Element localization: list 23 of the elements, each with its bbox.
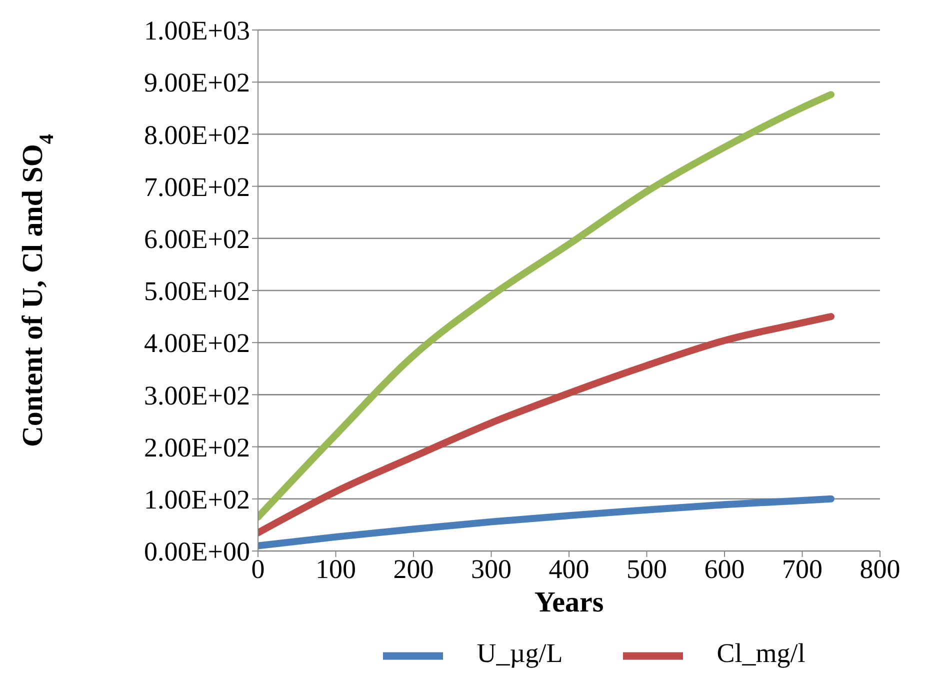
y-tick-label: 3.00E+02 <box>144 380 250 410</box>
x-tick-label: 100 <box>316 554 356 584</box>
x-tick-label: 300 <box>471 554 512 584</box>
x-tick-label: 800 <box>860 554 900 584</box>
x-tick-label: 700 <box>782 554 822 584</box>
x-tick-label: 200 <box>393 554 434 584</box>
legend-label: Cl_mg/l <box>716 638 806 668</box>
x-tick-label: 600 <box>704 554 745 584</box>
y-tick-label: 5.00E+02 <box>144 276 250 306</box>
y-tick-label: 2.00E+02 <box>144 432 250 462</box>
y-tick-label: 4.00E+02 <box>144 328 250 358</box>
x-tick-label: 0 <box>251 554 265 584</box>
x-axis-title: Years <box>534 586 604 619</box>
y-tick-label: 1.00E+02 <box>144 484 250 514</box>
legend-label: U_µg/L <box>476 638 563 668</box>
y-tick-label: 1.00E+03 <box>144 16 250 46</box>
x-tick-label: 400 <box>548 554 590 584</box>
y-tick-label: 6.00E+02 <box>144 224 250 254</box>
y-tick-label: 0.00E+00 <box>144 536 250 567</box>
x-tick-label: 500 <box>626 554 667 584</box>
y-tick-label: 7.00E+02 <box>144 172 250 202</box>
y-tick-label: 9.00E+02 <box>144 68 250 98</box>
y-tick-label: 8.00E+02 <box>144 120 250 150</box>
